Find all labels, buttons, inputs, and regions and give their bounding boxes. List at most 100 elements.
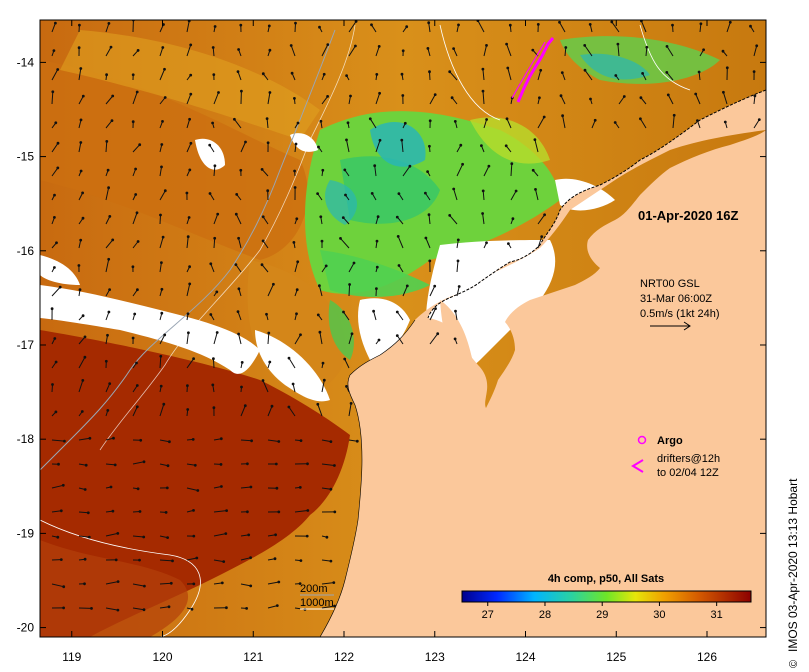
- current-vector-head: [268, 48, 272, 52]
- y-tick-label: -15: [17, 150, 35, 164]
- current-vector: [210, 263, 215, 273]
- current-vector-head: [641, 72, 644, 75]
- current-vector: [105, 335, 108, 345]
- land-australia: [320, 90, 766, 637]
- current-vector: [267, 439, 279, 442]
- current-vector-head: [116, 580, 120, 583]
- current-vector: [449, 215, 458, 225]
- current-vector-head: [167, 605, 171, 609]
- current-vector-head: [725, 66, 729, 70]
- isobath-1000-label: 1000m: [300, 597, 334, 609]
- current-vector-head: [560, 71, 564, 74]
- current-vector-head: [133, 312, 137, 316]
- current-vector-head: [316, 402, 320, 406]
- current-vector-head: [219, 437, 223, 441]
- current-vector: [483, 45, 487, 57]
- current-vector-head: [186, 384, 189, 388]
- current-vector-head: [434, 307, 437, 311]
- current-vector-head: [697, 70, 701, 74]
- current-vector-head: [343, 357, 347, 361]
- current-vector-head: [159, 384, 163, 388]
- current-vector: [105, 532, 118, 537]
- current-vector: [213, 533, 226, 537]
- current-vector-head: [187, 216, 191, 219]
- current-vector-head: [160, 311, 164, 315]
- current-vector-head: [452, 47, 456, 50]
- current-vector-head: [287, 405, 291, 409]
- current-vector-head: [306, 509, 310, 512]
- current-vector-head: [131, 73, 135, 77]
- current-vector-head: [322, 378, 326, 382]
- current-vector: [159, 439, 170, 443]
- current-vector-head: [212, 406, 216, 410]
- current-vector: [396, 335, 404, 345]
- current-vector: [294, 334, 301, 345]
- current-vector-head: [138, 510, 142, 513]
- current-vector-head: [236, 310, 240, 314]
- current-vector-head: [240, 361, 244, 364]
- current-vector-head: [78, 23, 81, 27]
- current-vector: [105, 120, 113, 129]
- current-vector: [159, 582, 172, 585]
- current-vector: [321, 582, 334, 585]
- current-vector: [212, 47, 215, 57]
- current-vector: [213, 559, 224, 563]
- current-vector-head: [260, 263, 264, 267]
- current-vector-head: [188, 265, 192, 269]
- current-vector-head: [543, 213, 546, 217]
- current-vector-head: [306, 462, 309, 466]
- current-vector-head: [189, 43, 193, 47]
- current-vector-head: [135, 211, 139, 215]
- current-vector: [159, 47, 164, 57]
- current-vector-head: [171, 559, 174, 563]
- colorbar-tick-label: 31: [711, 609, 723, 621]
- current-vector-head: [63, 439, 66, 443]
- current-vector: [267, 332, 270, 345]
- current-vector-head: [185, 191, 189, 195]
- current-vector-head: [111, 94, 115, 98]
- current-vector-head: [261, 215, 265, 219]
- current-vectors: [50, 20, 761, 612]
- current-vector-head: [299, 333, 302, 337]
- current-vector-head: [80, 410, 84, 413]
- current-vector-head: [616, 42, 620, 46]
- current-vector: [482, 213, 485, 225]
- current-vector-head: [531, 48, 535, 52]
- current-vector-head: [294, 142, 298, 146]
- current-vector-head: [188, 117, 192, 121]
- current-vector: [159, 69, 165, 81]
- current-vector-head: [222, 560, 226, 563]
- current-vector-head: [215, 290, 219, 294]
- current-vector-head: [54, 21, 57, 25]
- current-vector-head: [723, 120, 727, 124]
- current-vector: [261, 169, 269, 177]
- current-vector-head: [296, 121, 300, 125]
- current-vector: [348, 403, 352, 417]
- current-vector-head: [79, 118, 83, 122]
- current-vector: [483, 165, 490, 177]
- current-vector: [159, 404, 165, 417]
- current-vector-head: [326, 95, 330, 98]
- x-tick-label: 123: [425, 650, 445, 664]
- current-vector-head: [83, 335, 87, 339]
- current-vector-head: [53, 266, 56, 269]
- current-vector-head: [326, 43, 330, 46]
- current-vector: [321, 487, 331, 490]
- current-vector-head: [270, 404, 274, 408]
- current-vector: [262, 216, 269, 225]
- current-vector-head: [168, 440, 171, 444]
- current-vector-head: [225, 509, 229, 513]
- current-vector-head: [136, 49, 140, 52]
- current-vector: [645, 47, 648, 57]
- current-vector-head: [665, 71, 669, 74]
- current-vector: [78, 336, 86, 345]
- current-vector: [321, 44, 329, 57]
- current-vector-head: [342, 310, 345, 314]
- current-vector: [78, 437, 90, 441]
- current-vector-head: [78, 288, 82, 292]
- current-vector-head: [377, 338, 381, 342]
- current-vector-head: [401, 49, 405, 53]
- current-vector-head: [250, 439, 254, 443]
- current-vector: [402, 285, 408, 297]
- current-vector: [159, 214, 161, 225]
